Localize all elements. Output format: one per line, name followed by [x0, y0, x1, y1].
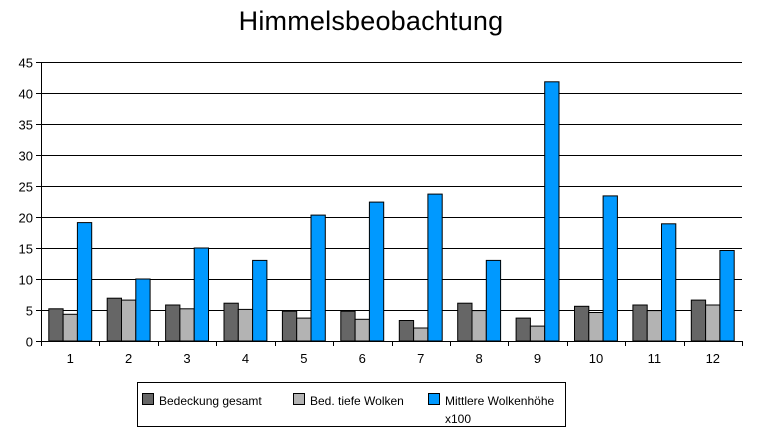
bar	[544, 81, 560, 342]
x-tick-label: 4	[242, 351, 249, 366]
x-tick-label: 7	[417, 351, 424, 366]
x-tick-label: 1	[67, 351, 74, 366]
chart-title: Himmelsbeobachtung	[238, 6, 504, 36]
bar	[165, 304, 181, 342]
bar	[602, 195, 618, 342]
legend-label: Bed. tiefe Wolken	[310, 394, 404, 408]
bar	[281, 310, 298, 342]
bar	[646, 310, 663, 342]
y-tick-label: 25	[19, 180, 33, 195]
bar	[661, 223, 677, 342]
y-tick-label: 40	[19, 87, 33, 102]
legend-item-bed-tiefe-wolken: Bed. tiefe Wolken	[293, 392, 404, 410]
legend-swatch-dark-gray	[142, 393, 154, 405]
x-axis: 1 2 3 4 5 6 7 8 9 10 11 12	[36, 62, 743, 366]
x-tick-label: 8	[475, 351, 482, 366]
bar	[135, 278, 151, 342]
bar	[368, 201, 385, 342]
bar	[413, 327, 429, 342]
legend-swatch-blue	[428, 393, 440, 405]
y-tick-label: 5	[26, 304, 33, 319]
bar	[574, 305, 590, 342]
y-tick-label: 30	[19, 149, 33, 164]
legend: Bedeckung gesamt Bed. tiefe Wolken Mittl…	[137, 382, 566, 427]
bar	[705, 304, 721, 342]
bar	[471, 310, 487, 342]
y-tick-label: 15	[19, 242, 33, 257]
bar	[340, 310, 356, 342]
bar	[193, 247, 209, 342]
y-axis-ticks: 0 5 10 15 20 25 30 35 40 45	[19, 56, 41, 350]
bar	[76, 222, 93, 342]
legend-item-mittlere-wolkenhoehe: Mittlere Wolkenhöhe x100	[428, 392, 554, 428]
bar	[237, 308, 254, 342]
bar	[106, 297, 122, 342]
bar	[632, 304, 648, 342]
bar	[62, 313, 78, 342]
bar	[354, 318, 370, 342]
y-tick-label: 35	[19, 118, 33, 133]
bar	[457, 302, 473, 342]
bar	[588, 312, 604, 342]
bar	[690, 299, 707, 342]
bar	[179, 308, 195, 342]
legend-label: Mittlere Wolkenhöhe x100	[445, 394, 555, 426]
y-tick-label: 10	[19, 273, 33, 288]
bar	[515, 317, 531, 342]
y-tick-label: 45	[19, 56, 33, 71]
bar	[296, 317, 312, 342]
y-tick-label: 20	[19, 211, 33, 226]
x-tick-label: 11	[648, 351, 662, 366]
legend-label: Bedeckung gesamt	[159, 394, 262, 408]
bar	[427, 193, 443, 342]
bar	[529, 325, 546, 342]
x-tick-label: 12	[706, 351, 720, 366]
x-tick-label: 5	[300, 351, 307, 366]
bar	[121, 299, 137, 342]
x-tick-label: 2	[125, 351, 132, 366]
y-tick-label: 0	[26, 335, 33, 350]
x-tick-label: 6	[359, 351, 366, 366]
x-tick-label: 10	[589, 351, 603, 366]
bar	[48, 308, 64, 342]
bar	[719, 250, 735, 342]
legend-item-bedeckung-gesamt: Bedeckung gesamt	[142, 392, 262, 410]
bar	[223, 302, 239, 342]
legend-swatch-light-gray	[293, 393, 305, 405]
gridlines	[41, 62, 742, 311]
bar	[485, 259, 502, 342]
bars	[48, 81, 735, 342]
x-tick-label: 3	[183, 351, 190, 366]
bar	[310, 214, 326, 342]
x-tick-label: 9	[534, 351, 541, 366]
bar	[252, 259, 268, 342]
bar	[398, 320, 415, 342]
